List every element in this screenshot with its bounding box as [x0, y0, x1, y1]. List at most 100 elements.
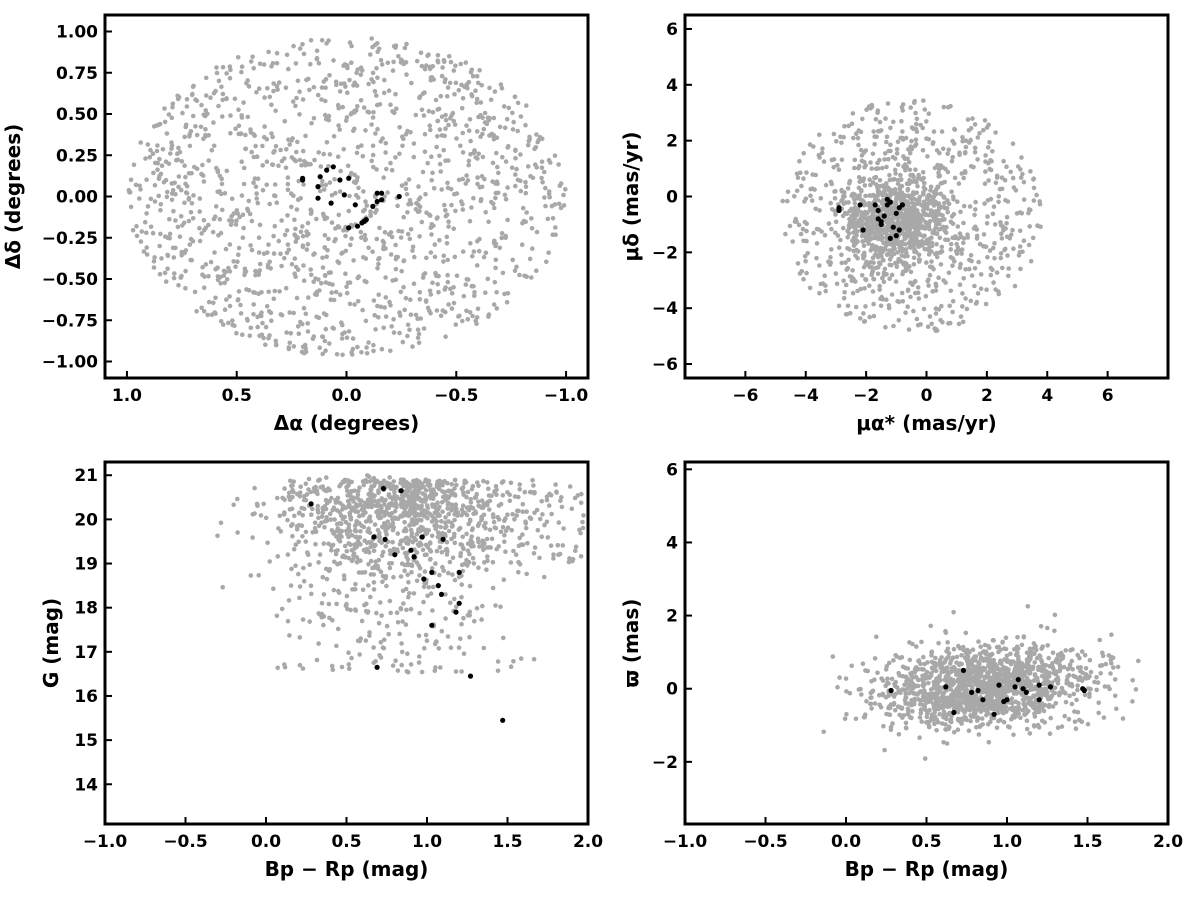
- field-point: [500, 231, 505, 236]
- field-point: [347, 511, 352, 516]
- field-point: [989, 159, 994, 164]
- field-point: [336, 155, 341, 160]
- field-point: [268, 95, 273, 100]
- field-point: [445, 273, 450, 278]
- field-point: [978, 242, 983, 247]
- field-point: [301, 666, 306, 671]
- field-point: [534, 132, 539, 137]
- field-point: [961, 241, 966, 246]
- field-point: [238, 132, 243, 137]
- field-point: [819, 229, 824, 234]
- field-point: [443, 158, 448, 163]
- field-point: [527, 137, 532, 142]
- member-point: [399, 488, 404, 493]
- field-point: [986, 145, 991, 150]
- field-point: [373, 210, 378, 215]
- field-point: [502, 577, 507, 582]
- field-point: [539, 499, 544, 504]
- field-point: [1001, 159, 1006, 164]
- field-point: [375, 49, 380, 54]
- field-point: [342, 577, 347, 582]
- field-point: [279, 264, 284, 269]
- field-point: [896, 242, 901, 247]
- field-point: [467, 635, 472, 640]
- field-point: [185, 97, 190, 102]
- field-point: [152, 259, 157, 264]
- field-point: [242, 166, 247, 171]
- field-point: [884, 243, 889, 248]
- field-point: [427, 109, 432, 114]
- field-point: [493, 525, 498, 530]
- field-point: [418, 205, 423, 210]
- field-point: [306, 221, 311, 226]
- member-point: [894, 233, 899, 238]
- field-point: [315, 49, 320, 54]
- field-point: [884, 184, 889, 189]
- field-point: [847, 181, 852, 186]
- field-point: [931, 140, 936, 145]
- field-point: [266, 50, 271, 55]
- member-point: [383, 537, 388, 542]
- field-point: [551, 552, 556, 557]
- field-point: [868, 202, 873, 207]
- field-point: [423, 192, 428, 197]
- field-point: [534, 268, 539, 273]
- field-point: [537, 556, 542, 561]
- field-point: [880, 166, 885, 171]
- field-point: [542, 170, 547, 175]
- field-point: [955, 251, 960, 256]
- field-point: [900, 129, 905, 134]
- field-point: [834, 271, 839, 276]
- field-point: [440, 509, 445, 514]
- field-point: [376, 488, 381, 493]
- field-point: [1018, 228, 1023, 233]
- field-point: [477, 68, 482, 73]
- field-point: [360, 308, 365, 313]
- field-point: [469, 538, 474, 543]
- field-point: [860, 216, 865, 221]
- field-point: [267, 559, 272, 564]
- field-point: [510, 258, 515, 263]
- field-point: [986, 198, 991, 203]
- field-point: [274, 144, 279, 149]
- field-point: [859, 692, 864, 697]
- field-point: [167, 217, 172, 222]
- field-point: [408, 198, 413, 203]
- field-point: [859, 130, 864, 135]
- field-point: [376, 292, 381, 297]
- member-point: [355, 224, 360, 229]
- field-point: [322, 525, 327, 530]
- field-point: [464, 123, 469, 128]
- field-point: [841, 226, 846, 231]
- field-point: [417, 660, 422, 665]
- field-point: [449, 645, 454, 650]
- field-point: [533, 162, 538, 167]
- field-point: [504, 159, 509, 164]
- field-point: [195, 99, 200, 104]
- x-tick-label: 1.0: [112, 386, 142, 406]
- field-point: [561, 543, 566, 548]
- field-point: [420, 220, 425, 225]
- field-point: [510, 512, 515, 517]
- field-point: [393, 92, 398, 97]
- field-point: [446, 219, 451, 224]
- field-point: [267, 260, 272, 265]
- x-tick-label: −1.0: [544, 386, 589, 406]
- field-point: [287, 310, 292, 315]
- field-point: [1022, 180, 1027, 185]
- field-point: [935, 255, 940, 260]
- field-point: [457, 527, 462, 532]
- field-point: [324, 327, 329, 332]
- field-point: [383, 230, 388, 235]
- field-point: [218, 281, 223, 286]
- field-point: [408, 297, 413, 302]
- field-point: [340, 336, 345, 341]
- field-point: [579, 554, 584, 559]
- field-point: [177, 174, 182, 179]
- field-point: [494, 191, 499, 196]
- field-point: [295, 207, 300, 212]
- field-point: [334, 80, 339, 85]
- field-point: [475, 97, 480, 102]
- field-point: [430, 171, 435, 176]
- field-point: [921, 148, 926, 153]
